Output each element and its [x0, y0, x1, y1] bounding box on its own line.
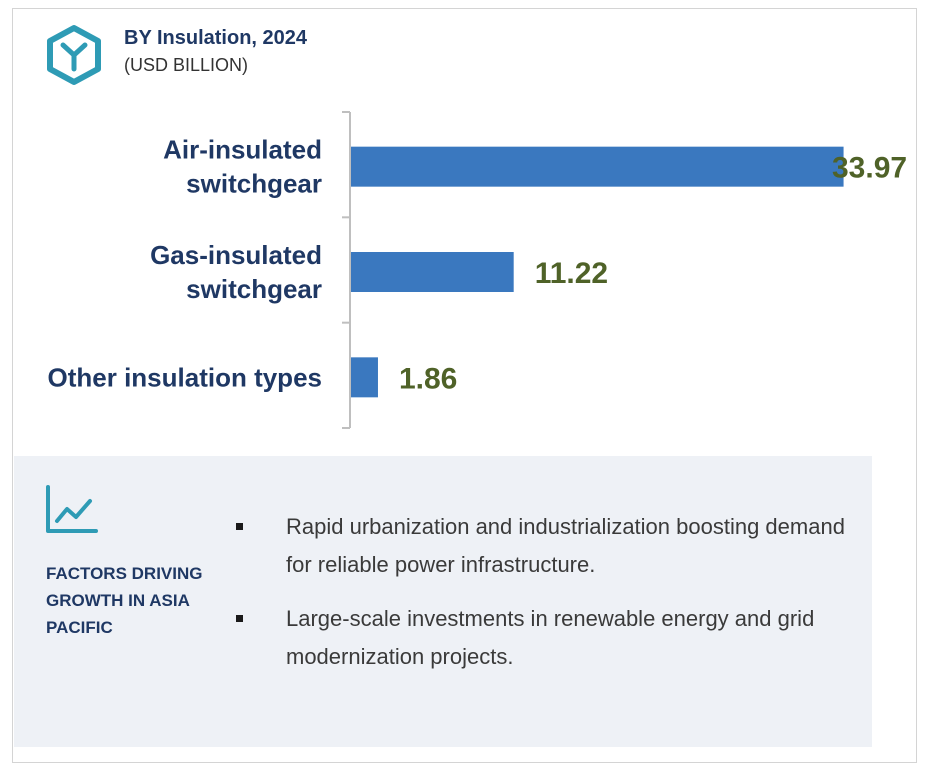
chart-subtitle: (USD BILLION) [124, 55, 249, 75]
category-label: Gas-insulated switchgear [150, 240, 322, 304]
factor-text: Rapid urbanization and industrialization… [286, 514, 845, 577]
category-label: Air-insulated switchgear [163, 135, 322, 199]
hexagon-y-logo-icon [47, 25, 101, 85]
category-label: Other insulation types [48, 362, 323, 392]
bullet-square-icon [236, 523, 243, 530]
chart-title: BY Insulation, 2024 [124, 27, 308, 49]
bar [351, 252, 514, 292]
bullet-square-icon [236, 615, 243, 622]
data-label: 33.97 [832, 152, 907, 185]
factor-item: Rapid urbanization and industrialization… [236, 508, 876, 584]
bar [351, 357, 378, 398]
factors-list: Rapid urbanization and industrialization… [236, 508, 876, 692]
bar-chart: Air-insulated switchgear 33.97 Gas-insulate… [48, 111, 907, 429]
factor-text: Large-scale investments in renewable ene… [286, 606, 815, 669]
factors-panel [14, 456, 872, 747]
factors-heading: FACTORS DRIVING GROWTH IN ASIA PACIFIC [46, 564, 203, 637]
line-chart-icon [46, 485, 98, 533]
bar [351, 146, 844, 187]
data-label: 1.86 [399, 362, 457, 395]
data-label: 11.22 [535, 257, 608, 290]
factor-item: Large-scale investments in renewable ene… [236, 600, 876, 676]
